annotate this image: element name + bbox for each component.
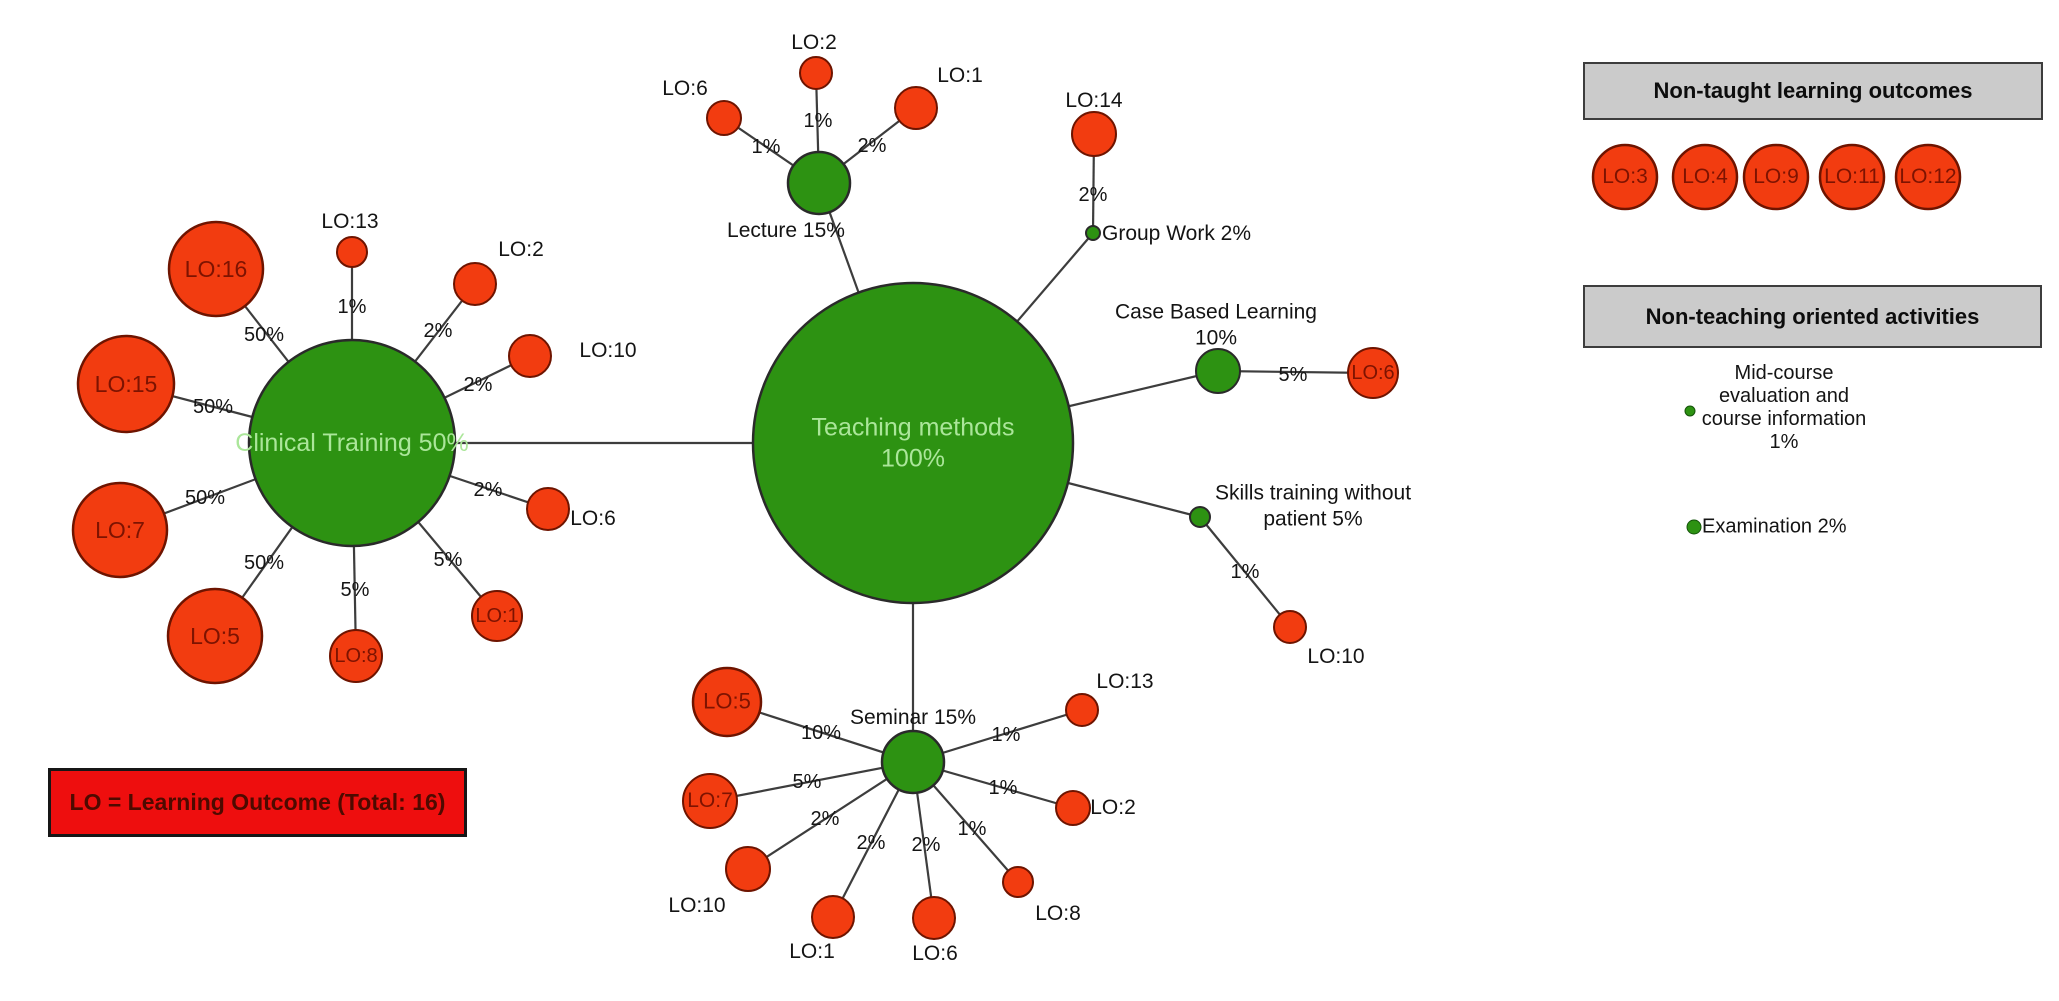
- node-lo8_sem: [1002, 866, 1034, 898]
- node-lo6_cbl: [1347, 347, 1399, 399]
- node-lo7_sem: [682, 773, 738, 829]
- node-lo2_lec: [799, 56, 833, 90]
- edge-skills-lo10_sk: [1199, 516, 1291, 628]
- node-lo1_lec: [894, 86, 938, 130]
- node-lo2_sem: [1055, 790, 1091, 826]
- node-p_lo11: [1818, 143, 1886, 211]
- node-p_lo9: [1742, 143, 1810, 211]
- node-lo14: [1071, 111, 1117, 157]
- node-lo2_cl: [453, 262, 497, 306]
- node-groupwork: [1085, 225, 1101, 241]
- legend-box: LO = Learning Outcome (Total: 16): [48, 768, 467, 837]
- node-teaching: [751, 281, 1075, 605]
- mid-course-label: Mid-course evaluation and course informa…: [1701, 362, 1867, 453]
- node-lo1_sem: [811, 895, 855, 939]
- node-lo5_sem: [691, 666, 763, 738]
- mid-course-dot: [1684, 405, 1696, 417]
- non-teaching-activities-title: Non-teaching oriented activities: [1645, 303, 1980, 329]
- node-lo6_sem: [912, 896, 956, 940]
- node-lo13_cl: [336, 236, 368, 268]
- non-teaching-activities-header: Non-teaching oriented activities: [1583, 285, 2042, 348]
- examination-dot: [1686, 519, 1702, 535]
- edge-seminar-lo10_sem: [747, 761, 914, 870]
- node-cbl: [1195, 348, 1241, 394]
- node-lo7_cl: [71, 481, 169, 579]
- node-lo5_cl: [166, 587, 264, 685]
- node-lo6_lec: [706, 100, 742, 136]
- node-lecture: [786, 150, 852, 216]
- non-taught-outcomes-title: Non-taught learning outcomes: [1653, 78, 1973, 103]
- node-lo10_sem: [725, 846, 771, 892]
- legend-text: LO = Learning Outcome (Total: 16): [69, 789, 446, 815]
- node-lo15: [76, 334, 176, 434]
- node-p_lo3: [1591, 143, 1659, 211]
- node-seminar: [880, 729, 946, 795]
- node-lo16: [167, 220, 265, 318]
- examination-label: Examination 2%: [1702, 515, 1847, 538]
- node-lo10_sk: [1273, 610, 1307, 644]
- node-p_lo4: [1671, 143, 1739, 211]
- node-lo10_cl: [508, 334, 552, 378]
- node-p_lo12: [1894, 143, 1962, 211]
- node-skills: [1189, 506, 1211, 528]
- node-lo1_cl: [471, 590, 523, 642]
- edge-seminar-lo7_sem: [709, 760, 914, 803]
- node-clinical: [247, 338, 457, 548]
- node-lo13_sem: [1065, 693, 1099, 727]
- node-lo6_cl: [526, 487, 570, 531]
- node-lo8_cl: [329, 629, 383, 683]
- non-taught-outcomes-header: Non-taught learning outcomes: [1583, 62, 2043, 120]
